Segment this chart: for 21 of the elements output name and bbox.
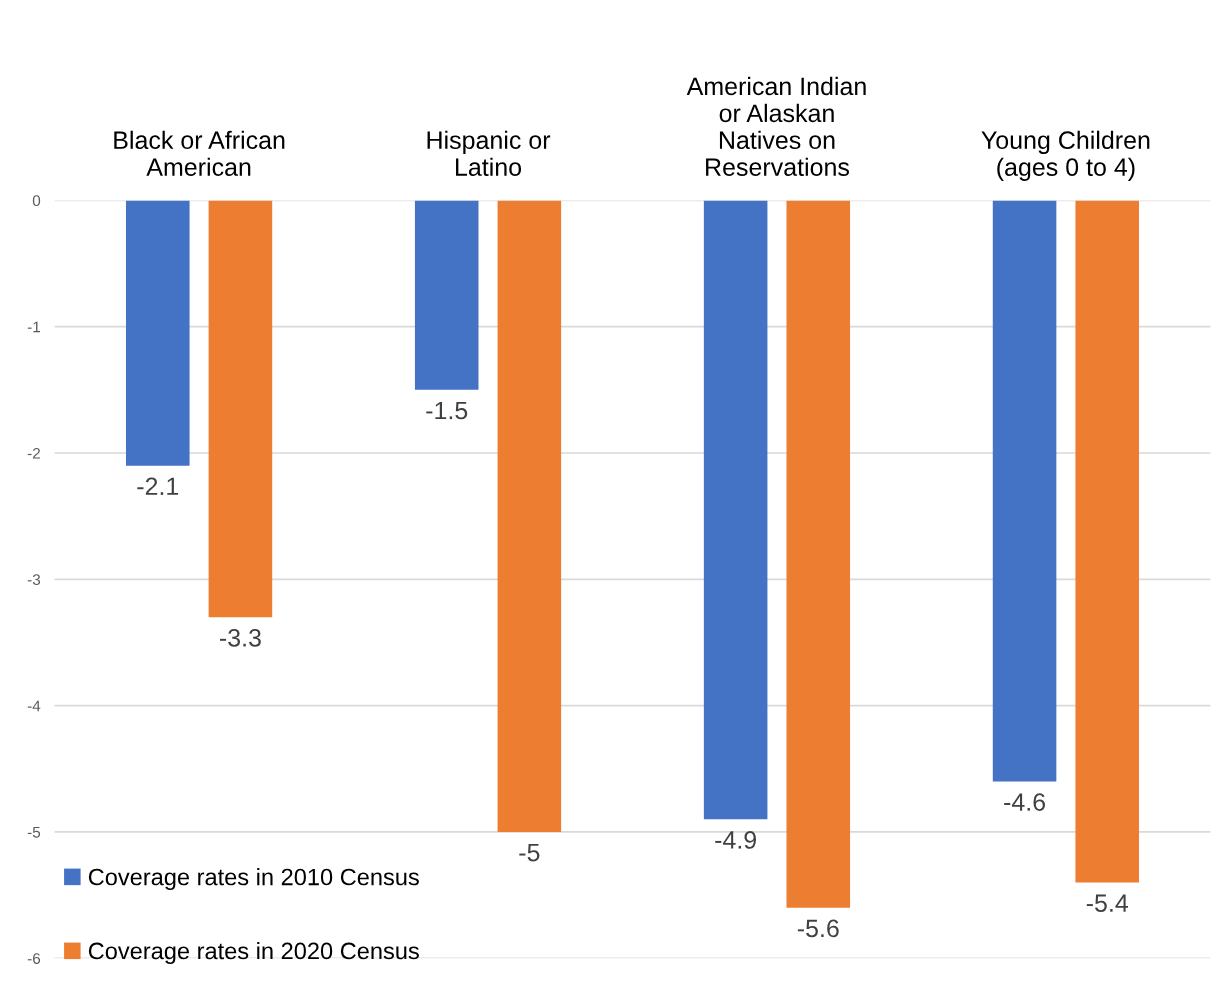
data-label: -4.6 — [1004, 793, 1046, 811]
data-label: -3.3 — [219, 628, 261, 647]
y-tick-label: -4 — [27, 700, 41, 712]
data-label: -1.5 — [426, 401, 468, 420]
data-label: -5.6 — [797, 919, 839, 938]
y-tick-label: -3 — [27, 574, 41, 586]
data-label: -4.9 — [715, 831, 756, 849]
y-tick-label: -5 — [27, 826, 41, 838]
x-tick-label: Young Children (ages 0 to 4) — [981, 130, 1150, 181]
legend-label: Coverage rates in 2020 Census — [88, 941, 419, 964]
data-label: -5 — [519, 843, 540, 862]
legend-label: Coverage rates in 2010 Census — [88, 868, 419, 891]
data-label: -5.4 — [1086, 894, 1129, 912]
x-tick-label: American Indian or Alaskan Natives on Reservations — [686, 76, 866, 176]
y-tick-label: -2 — [27, 447, 40, 459]
y-tick-label: -6 — [27, 953, 41, 964]
y-tick-label: -1 — [27, 321, 40, 333]
data-label: -2.1 — [137, 477, 179, 495]
y-tick-label: 0 — [32, 195, 41, 207]
x-tick-label: Hispanic or Latino — [427, 130, 551, 176]
x-tick-label: Black or African American — [114, 130, 285, 176]
